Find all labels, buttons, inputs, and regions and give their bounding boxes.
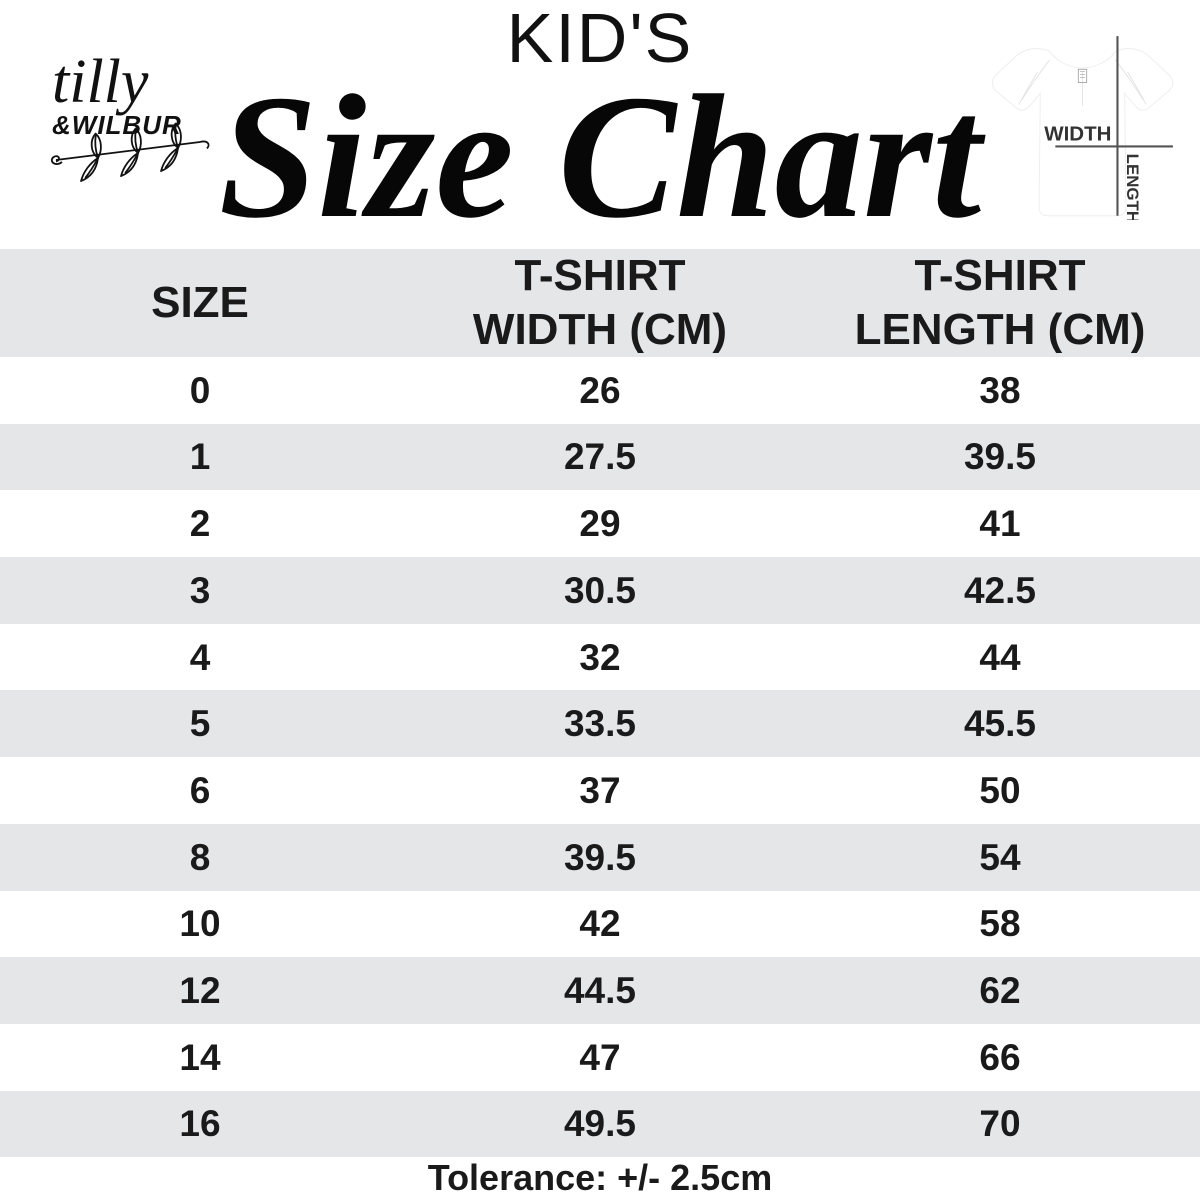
svg-text:LENGTH: LENGTH [1123,154,1142,220]
svg-text:WIDTH: WIDTH [1044,122,1111,145]
